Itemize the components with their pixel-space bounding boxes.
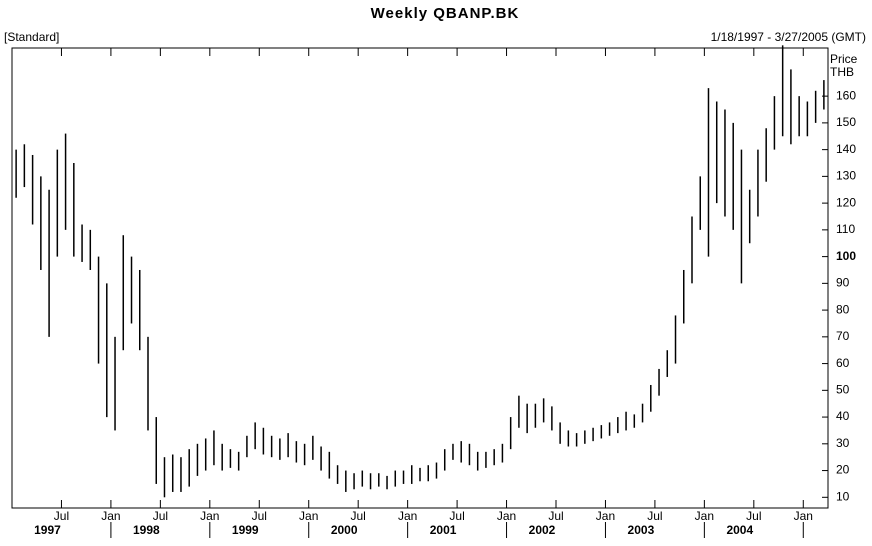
- x-tick-label: Jan: [794, 509, 813, 523]
- y-tick-label: 60: [836, 356, 850, 370]
- x-tick-label: Jul: [548, 509, 563, 523]
- y-tick-label: 80: [836, 302, 850, 316]
- x-tick-label: Jul: [449, 509, 464, 523]
- year-label: 1999: [232, 523, 259, 537]
- y-tick-label: 130: [836, 169, 856, 183]
- y-tick-label: 20: [836, 463, 850, 477]
- x-tick-label: Jul: [746, 509, 761, 523]
- plot-frame: [11, 47, 829, 509]
- year-label: 2003: [628, 523, 655, 537]
- year-label: 1998: [133, 523, 160, 537]
- year-label: 2002: [529, 523, 556, 537]
- y-tick-label: 30: [836, 436, 850, 450]
- x-tick-label: Jul: [153, 509, 168, 523]
- y-tick-label: 160: [836, 88, 856, 102]
- x-tick-label: Jan: [398, 509, 417, 523]
- date-range: 1/18/1997 - 3/27/2005 (GMT): [711, 30, 866, 44]
- y-tick-label: 120: [836, 195, 856, 209]
- x-tick-label: Jan: [101, 509, 120, 523]
- y-tick-label: 110: [836, 222, 855, 236]
- chart-subtitle: [Standard]: [4, 30, 59, 44]
- y-axis-label: Price: [830, 52, 858, 66]
- x-tick-label: Jul: [351, 509, 366, 523]
- x-tick-label: Jan: [200, 509, 219, 523]
- y-tick-label: 90: [836, 276, 850, 290]
- y-tick-label: 40: [836, 409, 850, 423]
- y-tick-label: 140: [836, 142, 856, 156]
- y-tick-label: 150: [836, 115, 856, 129]
- year-label: 2001: [430, 523, 457, 537]
- y-axis-unit: THB: [830, 65, 854, 79]
- x-tick-label: Jan: [695, 509, 714, 523]
- y-tick-label: 70: [836, 329, 850, 343]
- x-tick-label: Jul: [252, 509, 267, 523]
- chart-title: Weekly QBANP.BK: [371, 5, 520, 22]
- year-label: 2004: [726, 523, 753, 537]
- x-tick-label: Jan: [497, 509, 516, 523]
- year-label: 1997: [34, 523, 61, 537]
- x-tick-label: Jan: [299, 509, 318, 523]
- y-tick-label: 100: [836, 249, 856, 263]
- x-tick-label: Jul: [54, 509, 69, 523]
- x-tick-label: Jan: [596, 509, 615, 523]
- y-tick-label: 10: [836, 489, 850, 503]
- x-tick-label: Jul: [647, 509, 662, 523]
- y-tick-label: 50: [836, 382, 850, 396]
- year-label: 2000: [331, 523, 358, 537]
